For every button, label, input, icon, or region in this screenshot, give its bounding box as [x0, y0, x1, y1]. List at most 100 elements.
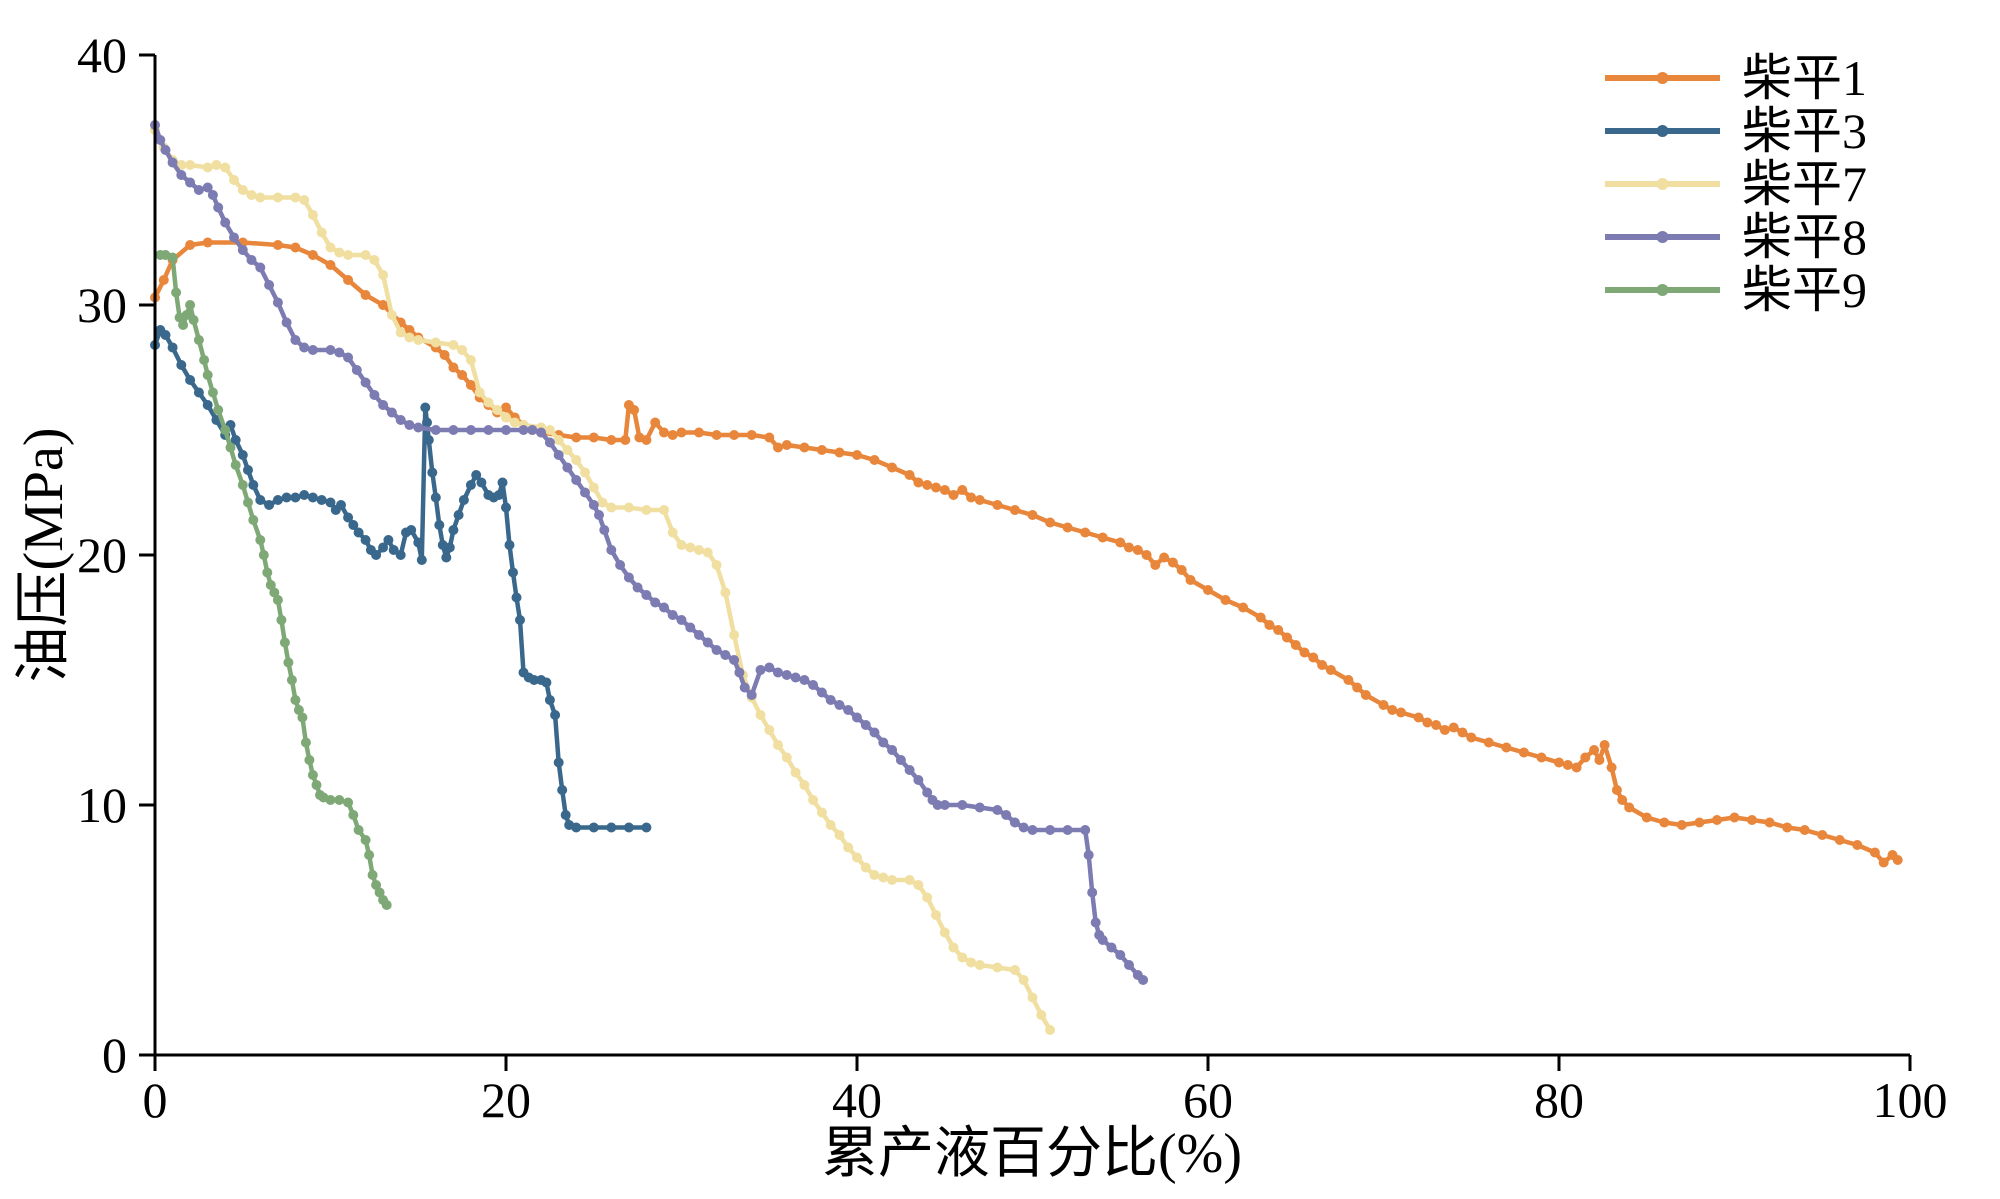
data-point-marker: [992, 805, 1003, 815]
data-point-marker: [957, 800, 968, 810]
data-point-marker: [560, 810, 571, 820]
data-point-marker: [497, 477, 508, 488]
data-point-marker: [1115, 537, 1126, 548]
data-point-marker: [755, 710, 766, 720]
data-point-marker: [476, 477, 487, 488]
data-point-marker: [230, 435, 241, 445]
data-point-marker: [458, 495, 469, 505]
y-tick-label-0: 0: [102, 1027, 127, 1083]
data-point-marker: [404, 420, 415, 430]
data-point-marker: [1124, 542, 1134, 553]
data-point-marker: [255, 495, 266, 505]
data-point-marker: [544, 437, 555, 448]
data-point-marker: [343, 797, 354, 808]
data-point-marker: [1594, 755, 1605, 765]
data-point-marker: [729, 655, 740, 665]
data-point-marker: [1036, 1010, 1047, 1020]
data-point-marker: [193, 335, 204, 345]
data-point-marker: [230, 460, 241, 470]
data-point-marker: [729, 630, 740, 640]
data-point-marker: [404, 325, 415, 335]
data-point-marker: [1694, 817, 1705, 828]
data-point-marker: [623, 502, 634, 513]
data-point-marker: [773, 740, 783, 750]
data-point-marker: [225, 442, 236, 453]
data-point-marker: [834, 830, 845, 840]
data-point-marker: [1387, 705, 1398, 715]
data-point-marker: [922, 892, 933, 903]
data-point-marker: [667, 610, 678, 620]
data-point-marker: [1536, 752, 1547, 763]
data-point-marker: [325, 242, 336, 253]
data-point-marker: [1087, 887, 1098, 898]
series-layer: [150, 120, 1903, 1035]
data-point-marker: [515, 615, 525, 625]
data-point-marker: [1439, 725, 1450, 735]
data-point-marker: [641, 505, 652, 515]
data-point-marker: [1611, 785, 1622, 795]
data-point-marker: [369, 255, 380, 265]
data-point-marker: [185, 240, 196, 250]
data-point-marker: [158, 275, 169, 285]
data-point-marker: [1659, 817, 1670, 828]
data-point-marker: [290, 192, 301, 203]
data-point-marker: [529, 675, 540, 685]
legend-item-0: 柴平1: [1605, 50, 1867, 106]
data-point-marker: [307, 770, 318, 780]
data-point-marker: [825, 820, 836, 830]
data-point-marker: [325, 260, 336, 270]
data-point-marker: [544, 695, 555, 705]
data-point-marker: [1782, 822, 1793, 833]
data-point-marker: [1641, 812, 1652, 823]
data-point-marker: [237, 480, 248, 490]
data-point-marker: [202, 182, 213, 193]
data-point-marker: [650, 417, 661, 428]
y-tick-label-1: 10: [77, 777, 127, 833]
data-point-marker: [588, 500, 599, 510]
data-point-marker: [343, 250, 354, 260]
data-point-marker: [246, 255, 257, 265]
data-point-marker: [1185, 575, 1196, 585]
data-point-marker: [167, 342, 178, 353]
data-point-marker: [729, 430, 740, 440]
data-point-marker: [444, 542, 455, 553]
data-point-marker: [483, 425, 494, 435]
data-point-marker: [325, 497, 336, 508]
data-point-marker: [423, 435, 434, 445]
data-point-marker: [160, 330, 171, 340]
data-point-marker: [550, 710, 561, 720]
data-point-marker: [799, 442, 810, 453]
data-point-marker: [1518, 747, 1529, 758]
data-point-marker: [381, 900, 392, 910]
data-point-marker: [290, 695, 301, 705]
data-point-marker: [378, 300, 389, 310]
data-point-marker: [185, 160, 196, 170]
data-point-marker: [676, 427, 687, 438]
data-point-marker: [843, 842, 854, 853]
axis-layer: 0 20 40 60 80 100 0 10 20 30 40: [77, 27, 1948, 1128]
data-point-marker: [404, 332, 415, 343]
data-point-marker: [272, 192, 283, 203]
data-point-marker: [167, 252, 178, 263]
data-point-marker: [527, 425, 538, 435]
data-point-marker: [348, 810, 359, 820]
data-point-marker: [816, 687, 827, 698]
data-point-marker: [262, 567, 273, 578]
data-point-marker: [229, 175, 239, 185]
data-point-marker: [597, 497, 608, 508]
data-point-marker: [702, 637, 713, 648]
data-point-marker: [248, 480, 259, 490]
data-point-marker: [509, 417, 520, 428]
data-point-marker: [1413, 712, 1424, 723]
data-point-marker: [193, 185, 204, 195]
data-point-marker: [781, 670, 792, 680]
data-point-marker: [711, 645, 722, 655]
legend-label: 柴平9: [1742, 262, 1867, 318]
data-point-marker: [1448, 722, 1459, 733]
data-point-marker: [1606, 762, 1617, 773]
x-tick-label-4: 80: [1534, 1072, 1584, 1128]
data-point-marker: [202, 237, 213, 248]
data-point-marker: [922, 480, 933, 490]
data-point-marker: [553, 435, 564, 445]
data-point-marker: [1045, 517, 1056, 528]
